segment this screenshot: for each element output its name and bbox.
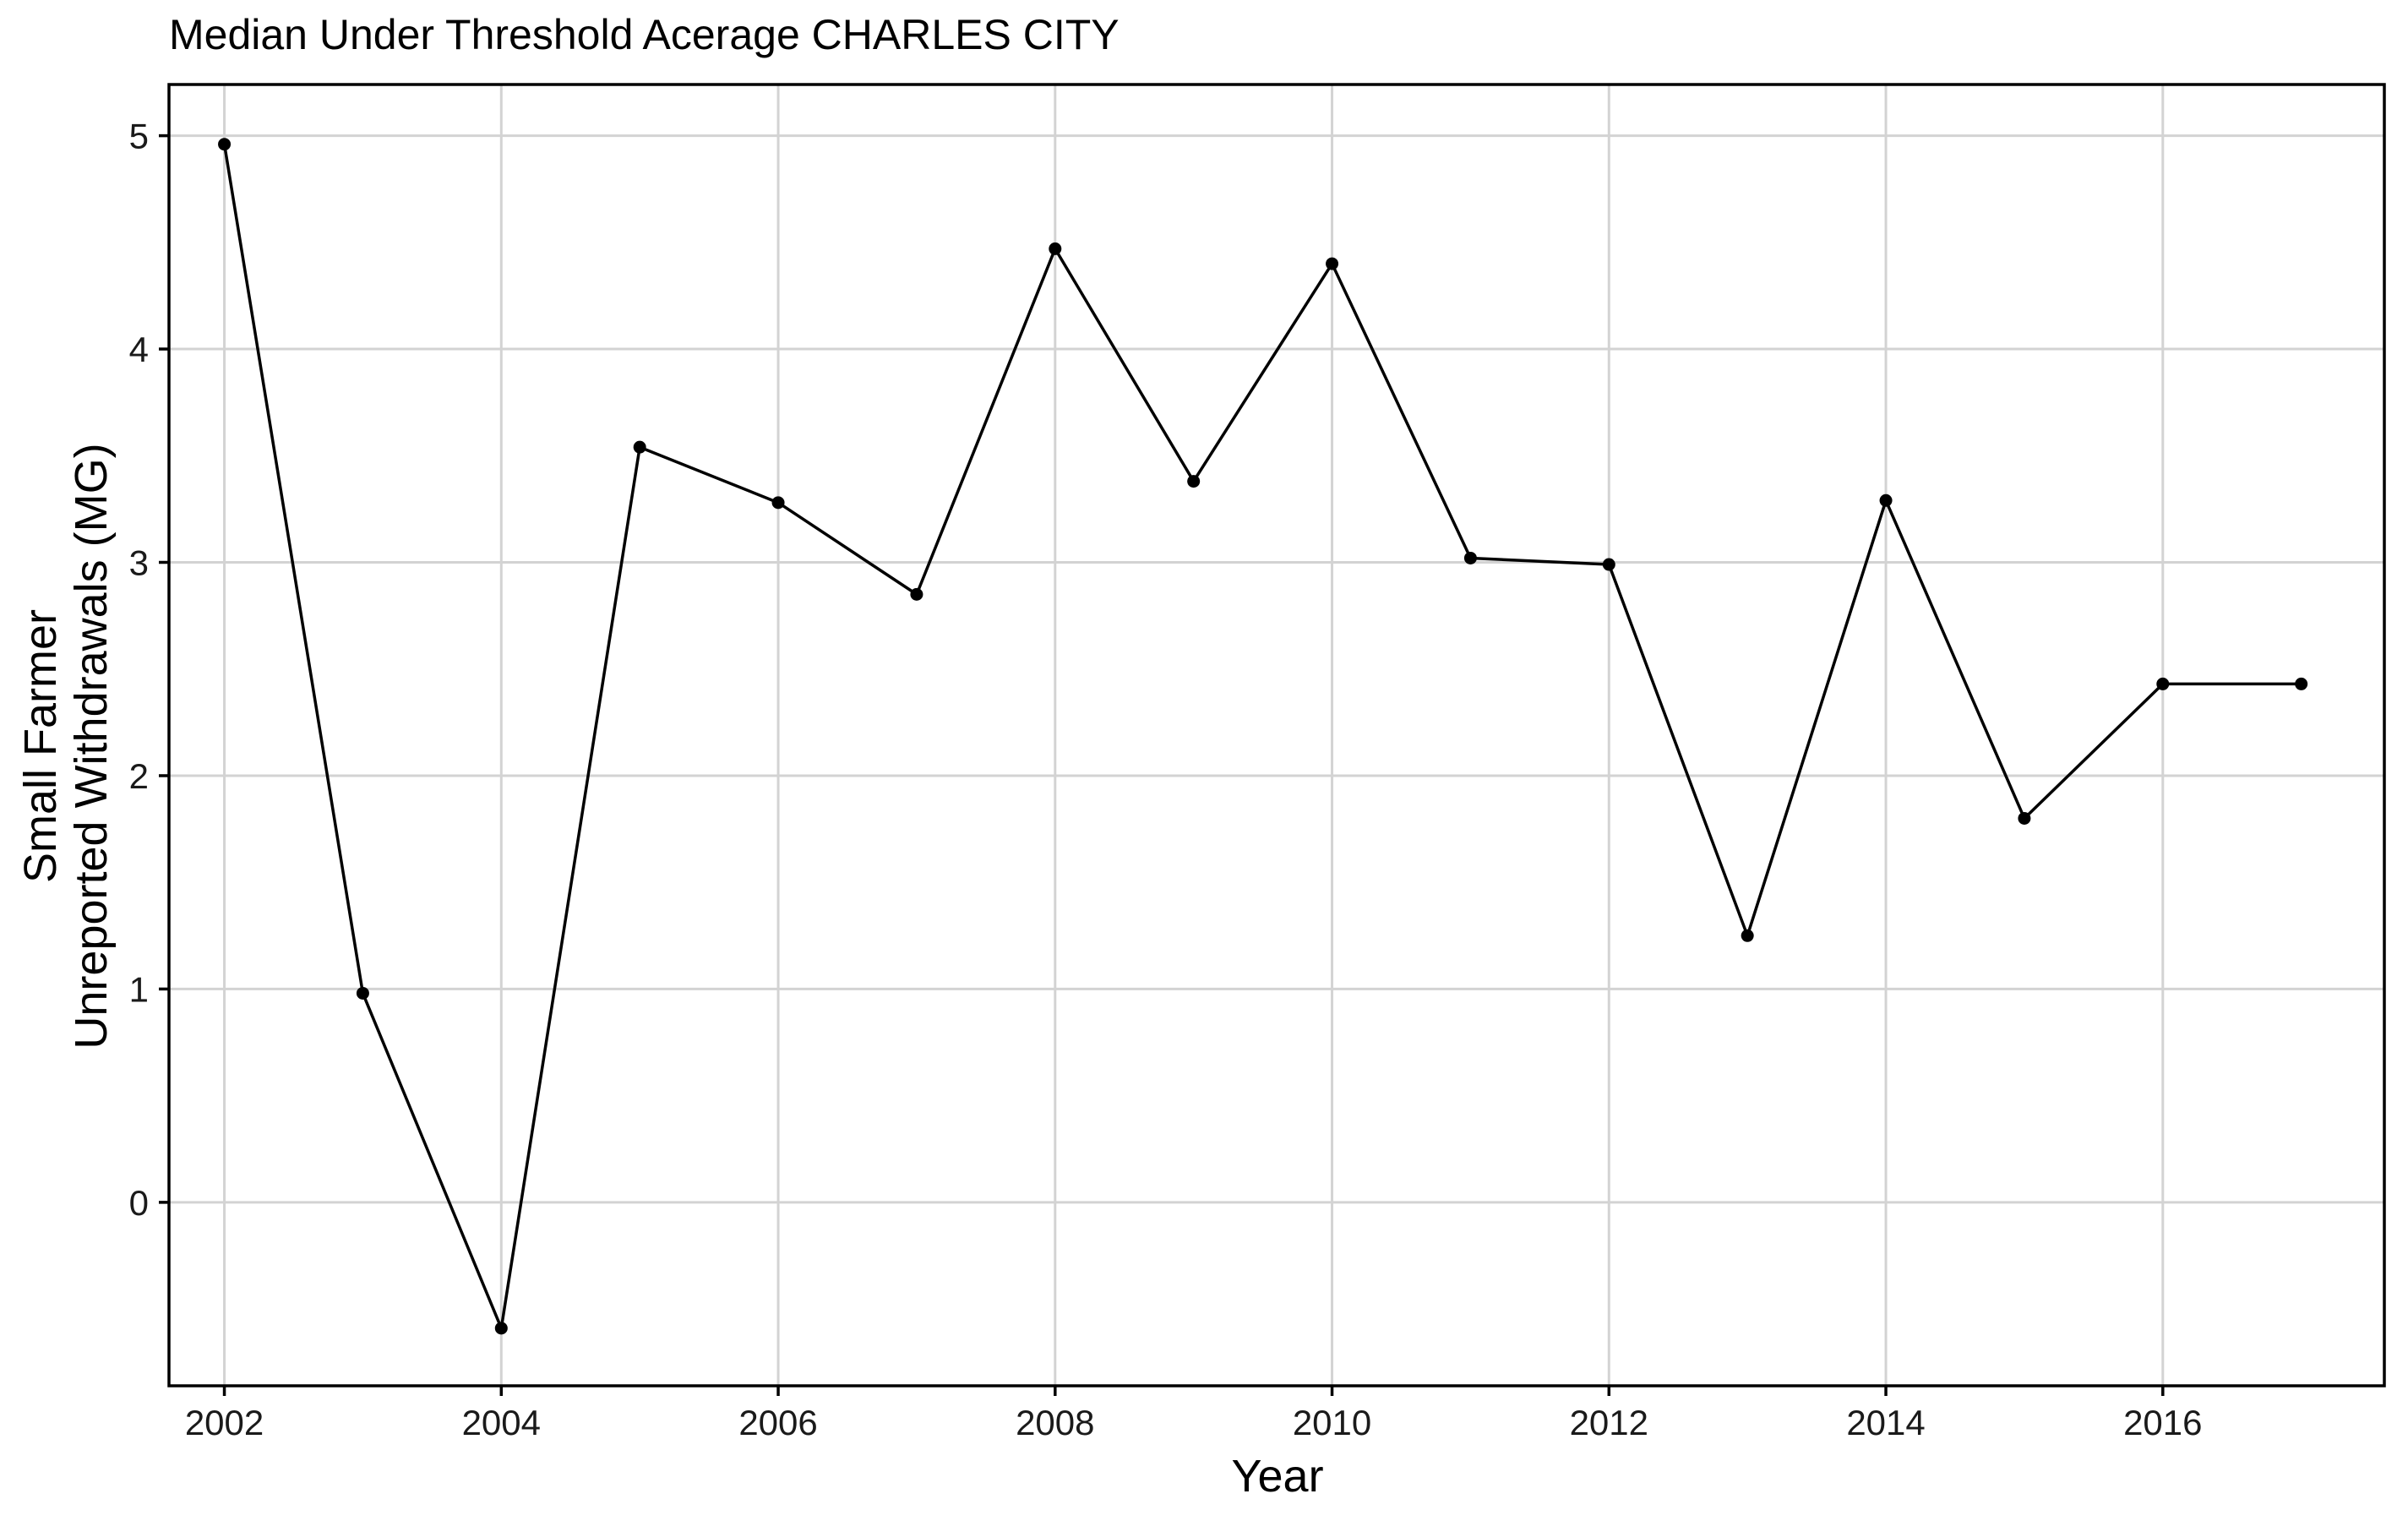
data-point-2012 — [1602, 558, 1615, 571]
y-tick-label-3: 3 — [129, 543, 149, 583]
x-tick-label-2016: 2016 — [2123, 1403, 2202, 1442]
y-tick-label-1: 1 — [129, 969, 149, 1009]
x-tick-label-2012: 2012 — [1570, 1403, 1648, 1442]
y-tick-label-0: 0 — [129, 1183, 149, 1223]
data-point-2002 — [218, 138, 232, 151]
data-point-2003 — [356, 986, 369, 1000]
y-tick-label-2: 2 — [129, 756, 149, 796]
x-tick-label-2006: 2006 — [738, 1403, 817, 1442]
grid-lines — [169, 84, 2384, 1386]
x-tick-label-2004: 2004 — [462, 1403, 541, 1442]
y-tick-label-4: 4 — [129, 330, 149, 369]
data-point-2007 — [910, 587, 923, 601]
x-tick-label-2002: 2002 — [185, 1403, 264, 1442]
data-point-2009 — [1187, 475, 1201, 488]
y-axis-title-line-1: Small Farmer — [15, 609, 66, 883]
data-point-2017 — [2295, 677, 2308, 690]
y-axis-title-line-2: Unreported Withdrawals (MG) — [66, 443, 117, 1049]
chart-title: Median Under Threshold Acerage CHARLES C… — [169, 11, 1120, 58]
series-line-0 — [222, 144, 2302, 1330]
data-point-2010 — [1326, 257, 1339, 270]
y-tick-label-5: 5 — [129, 117, 149, 156]
data-point-2005 — [633, 440, 646, 454]
data-point-2004 — [494, 1322, 508, 1335]
data-series — [218, 138, 2308, 1335]
x-tick-label-2014: 2014 — [1846, 1403, 1925, 1442]
data-point-2008 — [1049, 242, 1062, 255]
plot-panel-border — [167, 83, 2386, 1387]
x-tick-label-2008: 2008 — [1016, 1403, 1094, 1442]
x-tick-label-2010: 2010 — [1293, 1403, 1371, 1442]
data-point-2011 — [1463, 551, 1477, 564]
axis-ticks: 0 1 2 3 4 5 2002 2004 2006 2008 2010 2012 2014 2016 — [129, 117, 2203, 1442]
x-axis-title: Year — [1231, 1451, 1323, 1502]
data-point-2013 — [1741, 929, 1754, 942]
data-point-2016 — [2156, 677, 2170, 690]
data-point-2015 — [2018, 811, 2031, 825]
y-axis-title: Small Farmer Unreported Withdrawals (MG) — [15, 443, 117, 1049]
data-point-2014 — [1879, 493, 1893, 507]
data-point-2006 — [771, 496, 785, 510]
